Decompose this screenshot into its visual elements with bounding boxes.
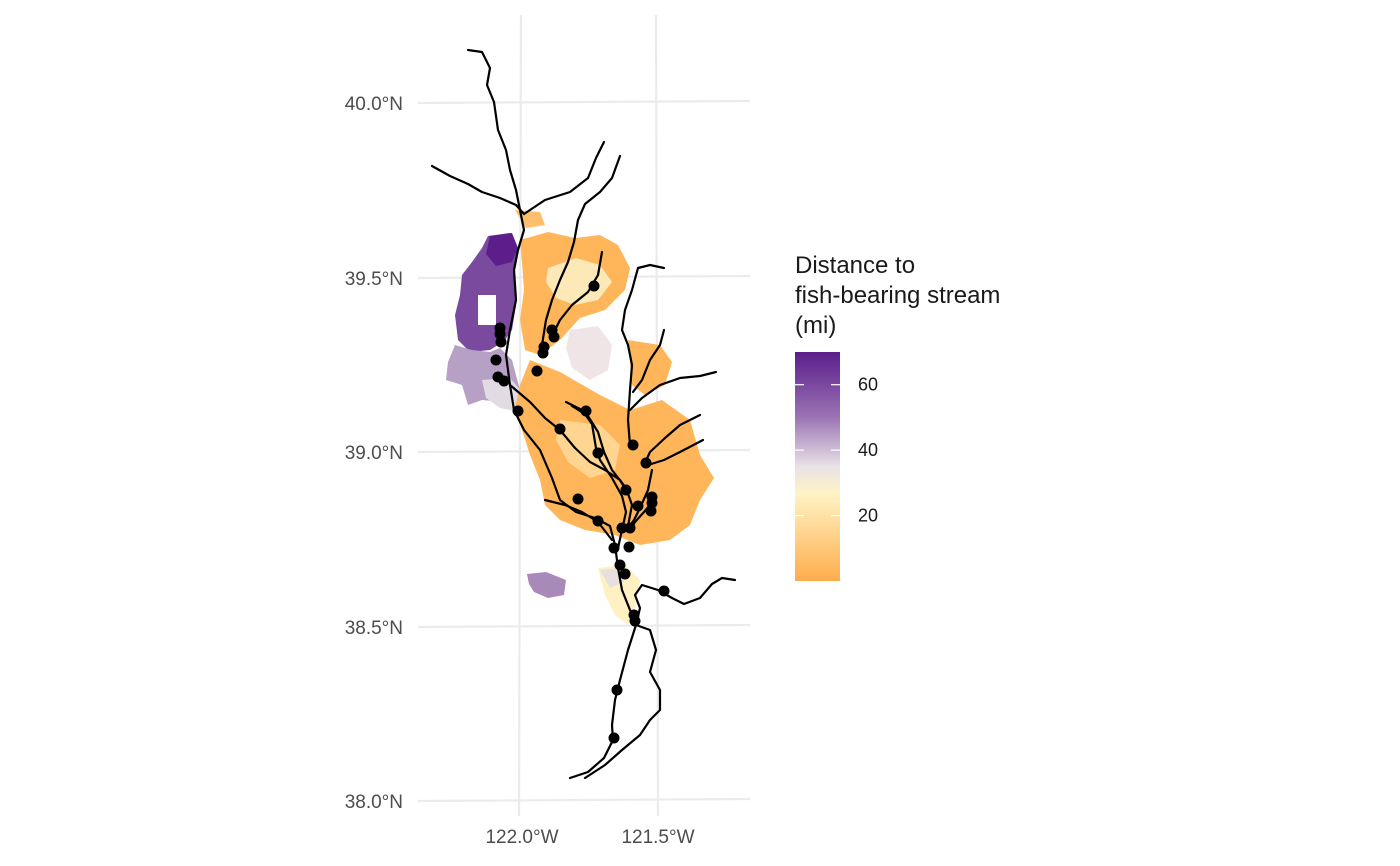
stream-main-river — [466, 48, 638, 780]
site-point — [614, 559, 626, 571]
site-point — [623, 541, 635, 553]
legend-colorbar — [795, 352, 840, 581]
site-point — [627, 439, 639, 451]
stream-central-channel — [564, 400, 628, 550]
lat-tick-label: 39.0°N — [345, 443, 403, 464]
legend: Distance to fish-bearing stream (mi) 60 4… — [795, 252, 1000, 581]
raster-purple-dark — [486, 233, 518, 266]
gridline-lat-40 — [417, 99, 751, 105]
stream-east-fork-a — [631, 328, 666, 394]
site-point — [592, 515, 604, 527]
site-point — [512, 405, 524, 417]
site-point — [554, 423, 566, 435]
site-point — [537, 347, 549, 359]
raster-orange-scrap — [515, 210, 545, 228]
site-point — [632, 500, 644, 512]
site-point — [588, 280, 600, 292]
stream-east-fork-d — [646, 438, 705, 467]
site-point — [531, 365, 543, 377]
lon-axis-labels: 122.0°W 121.5°W — [485, 827, 694, 848]
lat-tick-label: 38.0°N — [345, 792, 403, 813]
raster-orange-east — [628, 340, 672, 395]
lon-tick-label: 121.5°W — [621, 827, 694, 848]
site-point — [580, 405, 592, 417]
site-point — [616, 522, 628, 534]
stream-west-slough — [508, 383, 628, 492]
site-point — [490, 354, 502, 366]
stream-central-channel-2 — [570, 404, 634, 528]
lat-tick-label: 39.5°N — [345, 269, 403, 290]
stream-sac-lower — [583, 623, 662, 780]
site-point — [619, 568, 631, 580]
site-point — [498, 375, 510, 387]
site-point — [592, 447, 604, 459]
site-point — [494, 328, 506, 340]
site-point — [620, 484, 632, 496]
raster-small-patch — [527, 572, 566, 598]
raster-hole — [478, 295, 496, 325]
stream-butte-creek — [550, 250, 604, 338]
stream-ne-tributary-a — [522, 140, 606, 216]
lat-tick-label: 38.5°N — [345, 618, 403, 639]
legend-title-line-3: (mi) — [795, 312, 836, 339]
site-point — [495, 336, 507, 348]
stream-feather-river — [633, 576, 737, 627]
site-point — [608, 732, 620, 744]
site-point — [608, 542, 620, 554]
stream-nw-tributary — [430, 164, 526, 216]
site-point — [548, 331, 560, 343]
site-point — [624, 522, 636, 534]
lat-axis-labels: 40.0°N 39.5°N 39.0°N 38.5°N 38.0°N — [345, 94, 403, 813]
lat-tick-label: 40.0°N — [345, 94, 403, 115]
site-point — [640, 457, 652, 469]
stream-ne-tributary-b — [540, 154, 622, 347]
stream-east-fork-c — [642, 413, 702, 467]
legend-title-line-1: Distance to — [795, 252, 915, 279]
legend-tick-label: 20 — [858, 506, 878, 526]
lon-tick-label: 122.0°W — [485, 827, 558, 848]
raster-yellow-center — [556, 420, 620, 478]
site-point — [658, 585, 670, 597]
raster-mid-light — [566, 326, 612, 380]
stream-east-tributary — [620, 263, 666, 447]
site-point — [629, 615, 641, 627]
legend-tick-label: 60 — [858, 375, 878, 395]
site-point — [645, 505, 657, 517]
stream-east-fork-b — [628, 370, 718, 412]
gridline-lat-38 — [417, 797, 751, 803]
site-point — [646, 497, 658, 509]
legend-tick-label: 40 — [858, 440, 878, 460]
site-point — [611, 684, 623, 696]
legend-title-line-2: fish-bearing stream — [795, 282, 1000, 309]
site-point — [572, 493, 584, 505]
legend-ticks: 60 40 20 — [795, 375, 878, 526]
gridline-lat-38-5 — [417, 623, 751, 629]
distance-raster — [446, 210, 714, 625]
raster-yellow-north — [546, 258, 612, 305]
site-points — [490, 280, 670, 744]
stream-southwest-slough — [543, 498, 614, 542]
